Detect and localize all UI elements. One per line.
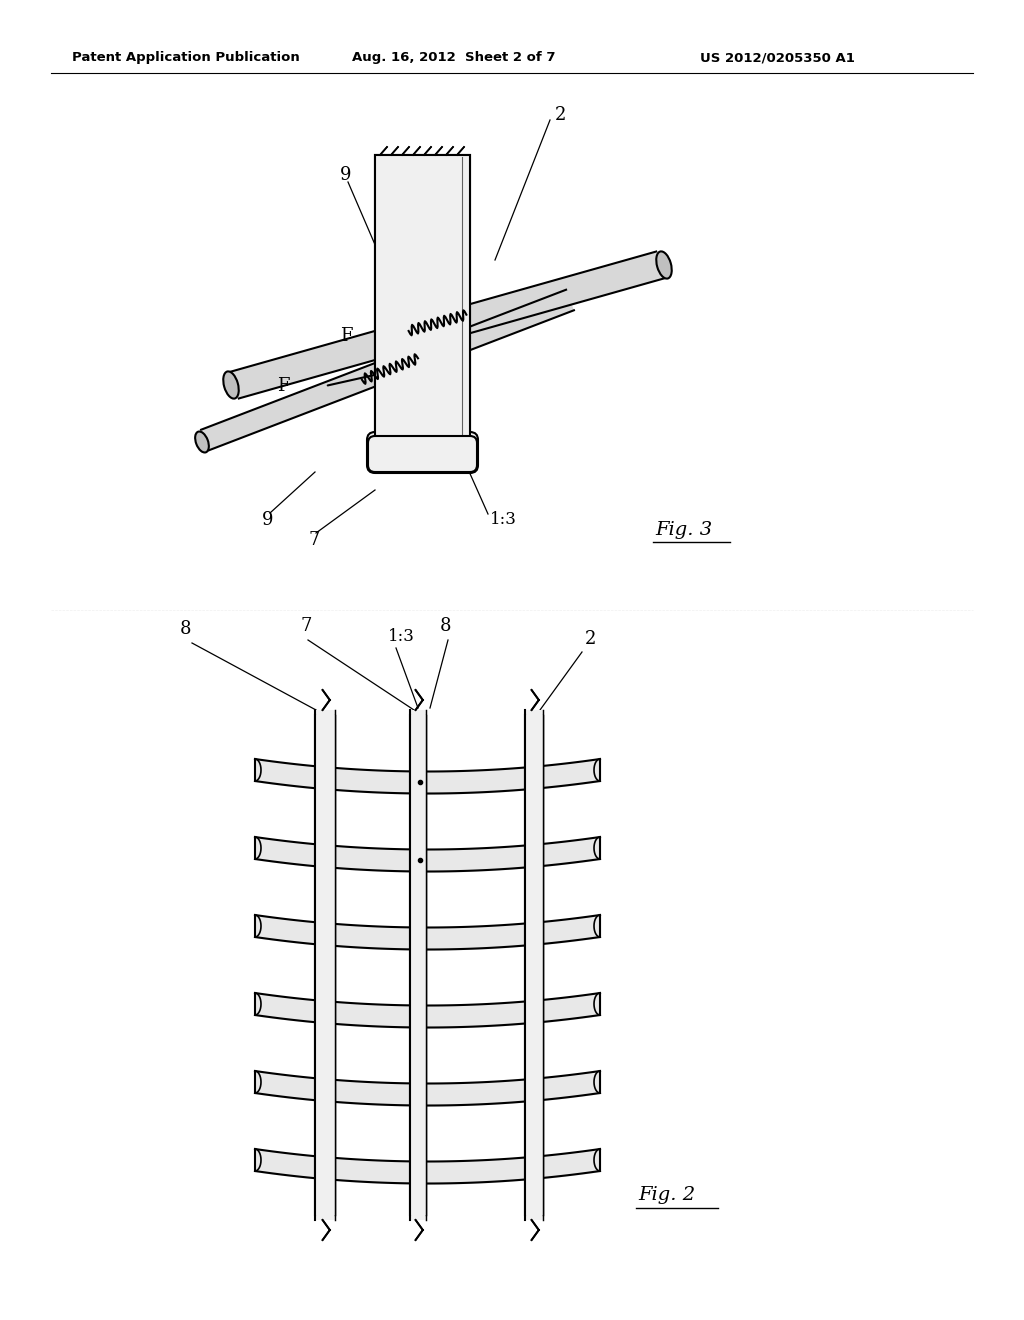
FancyBboxPatch shape — [368, 436, 477, 473]
Bar — [525, 710, 543, 1220]
Bar — [410, 715, 426, 1214]
Text: F: F — [278, 378, 290, 395]
Text: F: F — [340, 327, 352, 345]
Bar — [375, 154, 470, 455]
Text: 1:3: 1:3 — [388, 628, 415, 645]
Bar — [315, 710, 335, 1220]
Ellipse shape — [196, 432, 209, 453]
Bar — [525, 715, 543, 1214]
Text: 9: 9 — [262, 511, 273, 529]
Text: Fig. 3: Fig. 3 — [655, 521, 712, 539]
FancyBboxPatch shape — [367, 432, 478, 473]
Text: 7: 7 — [308, 531, 319, 549]
Text: US 2012/0205350 A1: US 2012/0205350 A1 — [700, 51, 855, 65]
Bar — [315, 715, 335, 1214]
Bar — [375, 154, 470, 455]
Text: 2: 2 — [555, 106, 566, 124]
Ellipse shape — [223, 371, 239, 399]
Text: 8: 8 — [440, 616, 452, 635]
Text: 8: 8 — [180, 620, 191, 638]
Text: 7: 7 — [300, 616, 311, 635]
Text: Aug. 16, 2012  Sheet 2 of 7: Aug. 16, 2012 Sheet 2 of 7 — [352, 51, 555, 65]
Text: Fig. 2: Fig. 2 — [638, 1185, 695, 1204]
Text: 1:3: 1:3 — [490, 511, 517, 528]
Ellipse shape — [656, 251, 672, 279]
Text: 2: 2 — [585, 630, 596, 648]
Polygon shape — [201, 289, 573, 450]
Polygon shape — [231, 252, 664, 399]
Bar — [410, 710, 426, 1220]
Text: 9: 9 — [340, 166, 351, 183]
Text: Patent Application Publication: Patent Application Publication — [72, 51, 300, 65]
